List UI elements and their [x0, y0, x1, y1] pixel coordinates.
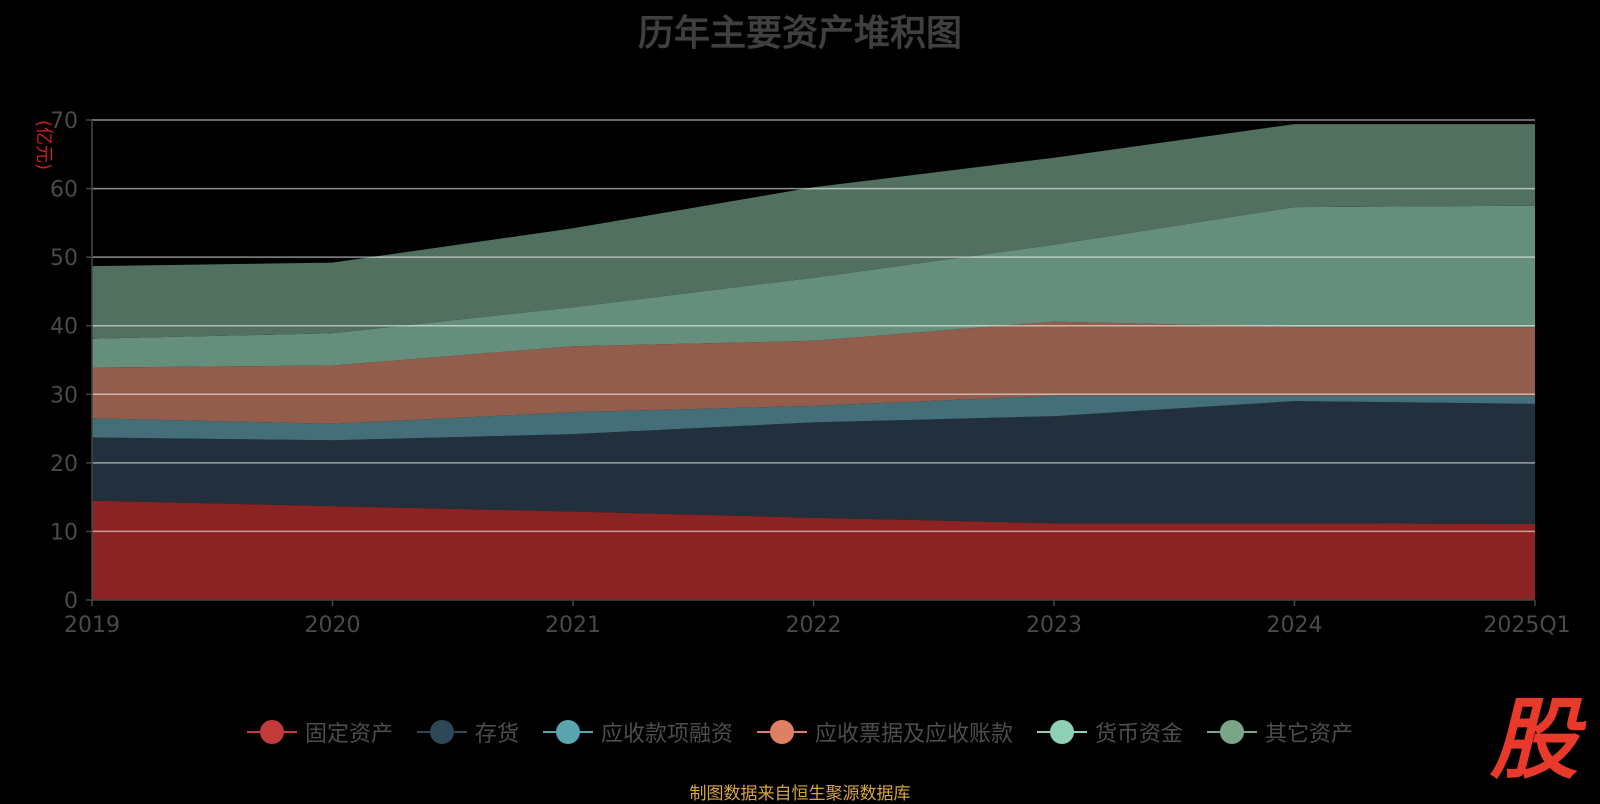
chart-title: 历年主要资产堆积图	[637, 13, 962, 54]
legend-item-1[interactable]: 存货	[416, 716, 519, 748]
y-axis-unit-label: (亿元)	[33, 120, 54, 170]
legend-label: 固定资产	[304, 722, 393, 747]
brand-logo: 股	[1490, 688, 1579, 791]
x-tick-label-2021: 2021	[545, 613, 601, 638]
x-tick-label-2019: 2019	[64, 613, 120, 638]
chart-legend: 固定资产 存货 应收款项融资 应收票据及应收账款 货币资金 其它资产	[0, 714, 1600, 750]
area-series-4	[92, 205, 1535, 368]
legend-label: 存货	[474, 722, 519, 747]
area-series-0	[92, 500, 1535, 600]
x-tick-label-2024: 2024	[1267, 613, 1323, 638]
x-tick-label-2023: 2023	[1026, 613, 1082, 638]
x-tick-label-2025Q1: 2025Q1	[1483, 613, 1570, 638]
y-tick-label-70: 70	[50, 109, 78, 134]
y-tick-label-50: 50	[50, 246, 78, 271]
legend-label: 其它资产	[1265, 722, 1354, 747]
area-layers	[92, 124, 1535, 600]
area-series-2	[92, 395, 1535, 441]
legend-swatch-icon	[1207, 720, 1258, 744]
y-tick-label-40: 40	[50, 315, 78, 340]
legend-swatch-icon	[1037, 720, 1088, 744]
legend-label: 应收款项融资	[600, 722, 733, 747]
legend-label: 货币资金	[1095, 722, 1184, 747]
legend-item-4[interactable]: 货币资金	[1037, 716, 1183, 748]
legend-item-5[interactable]: 其它资产	[1207, 716, 1353, 748]
gridlines	[92, 119, 1535, 533]
legend-swatch-icon	[246, 720, 297, 744]
legend-swatch-icon	[416, 720, 467, 744]
y-tick-label-60: 60	[50, 178, 78, 203]
legend-item-2[interactable]: 应收款项融资	[542, 716, 733, 748]
x-tick-label-2020: 2020	[305, 613, 361, 638]
legend-item-3[interactable]: 应收票据及应收账款	[757, 716, 1013, 748]
y-tick-label-10: 10	[50, 520, 78, 545]
y-tick-label-30: 30	[50, 383, 78, 408]
y-tick-label-0: 0	[64, 589, 78, 614]
legend-label: 应收票据及应收账款	[815, 722, 1014, 747]
area-series-5	[92, 124, 1535, 339]
legend-item-0[interactable]: 固定资产	[246, 716, 393, 748]
area-series-3	[92, 321, 1535, 424]
legend-swatch-icon	[757, 720, 807, 744]
y-tick-label-20: 20	[50, 452, 78, 477]
legend-swatch-icon	[542, 720, 593, 744]
x-tick-label-2022: 2022	[786, 613, 842, 638]
source-note: 制图数据来自恒生聚源数据库	[689, 784, 911, 804]
